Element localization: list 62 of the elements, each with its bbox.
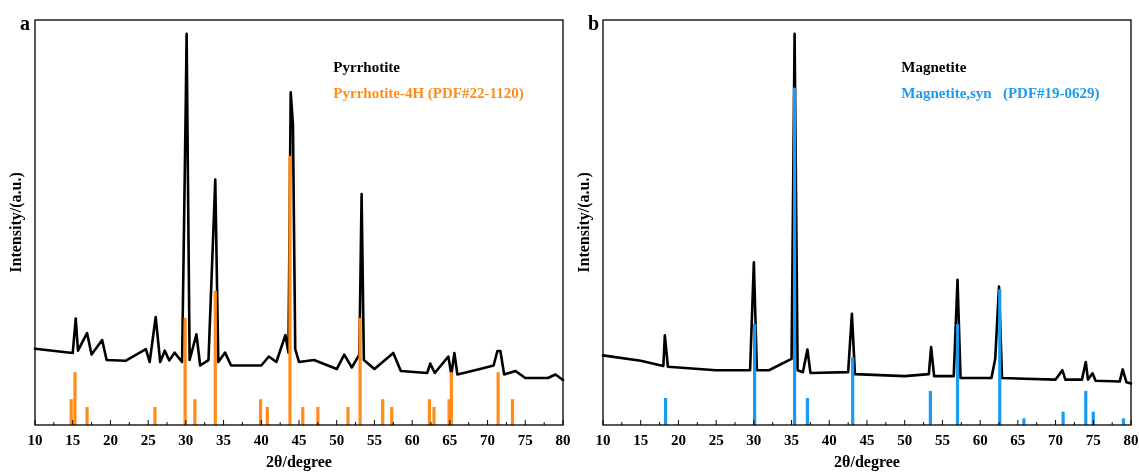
bar <box>998 289 1002 425</box>
x-tick-label: 30 <box>746 432 762 448</box>
bar <box>153 407 157 425</box>
x-tick-label: 55 <box>934 432 950 448</box>
x-tick-label: 50 <box>897 432 913 448</box>
bar <box>805 398 810 425</box>
x-tick-label: 15 <box>65 432 81 448</box>
x-tick-label: 15 <box>633 432 649 448</box>
bar <box>753 324 757 425</box>
x-tick-label: 75 <box>1085 432 1101 448</box>
x-tick-label: 40 <box>821 432 837 448</box>
bar <box>346 407 350 425</box>
x-tick-label: 70 <box>1048 432 1064 448</box>
bar <box>381 399 385 425</box>
x-tick-label: 55 <box>366 432 382 448</box>
x-tick-label: 45 <box>291 432 307 448</box>
text: Magnetite,syn (PDF#19-0629) <box>901 85 1100 102</box>
x-tick-label: 30 <box>178 432 194 448</box>
bar <box>85 407 89 425</box>
bar <box>213 290 217 425</box>
x-tick-label: 10 <box>27 432 43 448</box>
bar <box>851 357 855 425</box>
x-tick-label: 35 <box>216 432 232 448</box>
bar <box>510 399 515 425</box>
x-tick-label: 10 <box>595 432 611 448</box>
x-tick-label: 20 <box>102 432 118 448</box>
x-tick-label: 70 <box>480 432 496 448</box>
x-tick-label: 25 <box>140 432 156 448</box>
x-tick-label: 80 <box>555 432 571 448</box>
bar <box>73 372 77 425</box>
bar <box>449 372 453 425</box>
x-tick-label: 65 <box>1010 432 1026 448</box>
x-tick-label: 40 <box>253 432 269 448</box>
text: Pyrrhotite <box>333 59 401 75</box>
y-axis-title: Intensity/(a.u.) <box>7 172 25 273</box>
x-tick-label: 45 <box>859 432 875 448</box>
x-tick-label: 60 <box>404 432 420 448</box>
x-axis-title: 2θ/degree <box>834 453 900 471</box>
bar <box>1084 390 1088 425</box>
text: Pyrrhotite-4H (PDF#22-1120) <box>333 85 524 102</box>
bar <box>193 399 197 425</box>
bar <box>955 324 960 425</box>
text: Magnetite <box>901 59 967 75</box>
chart-title: a <box>20 12 30 34</box>
bar <box>358 317 362 425</box>
bar <box>792 87 797 425</box>
x-tick-label: 20 <box>670 432 686 448</box>
x-tick-label: 60 <box>972 432 988 448</box>
bar <box>183 317 187 425</box>
bar <box>928 390 932 425</box>
x-axis-title: 2θ/degree <box>266 453 332 471</box>
x-tick-label: 35 <box>784 432 800 448</box>
bar <box>496 372 500 425</box>
bar <box>288 155 292 425</box>
x-tick-label: 80 <box>1123 432 1139 448</box>
chart-title: b <box>588 12 600 34</box>
x-tick-label: 75 <box>517 432 533 448</box>
y-axis-title: Intensity/(a.u.) <box>575 172 593 273</box>
bar <box>664 398 668 425</box>
x-tick-label: 65 <box>442 432 458 448</box>
x-tick-label: 50 <box>329 432 345 448</box>
x-tick-label: 25 <box>708 432 724 448</box>
